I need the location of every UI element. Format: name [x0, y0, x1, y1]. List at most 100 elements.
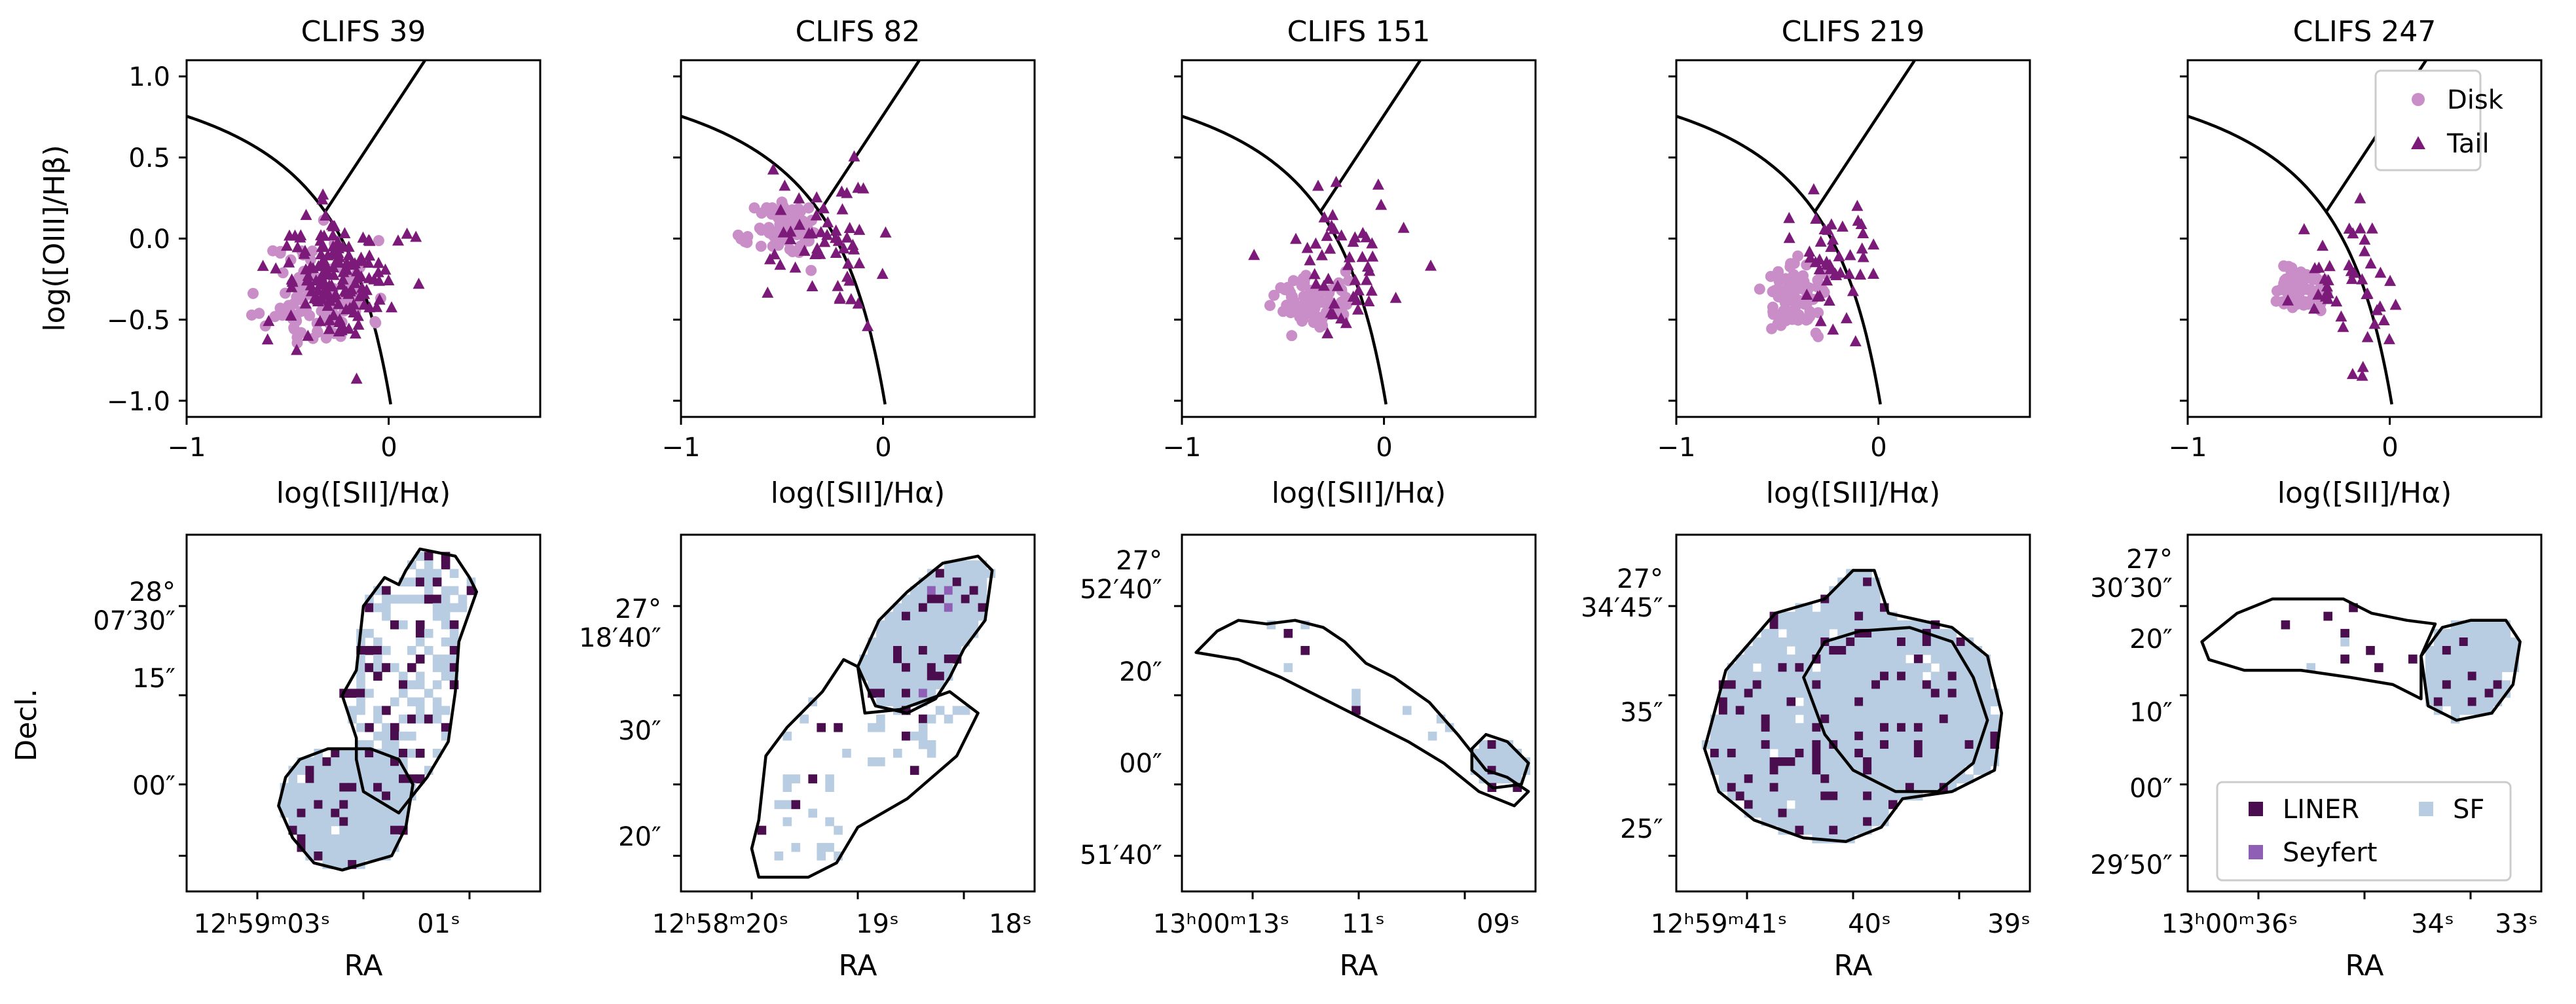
- sf-cell: [1778, 740, 1788, 749]
- sf-cell: [1479, 740, 1488, 749]
- sf-cell: [1837, 774, 1847, 783]
- sf-cell: [1820, 808, 1830, 818]
- sf-cell: [1803, 800, 1812, 810]
- sf-cell: [902, 680, 911, 690]
- tail-point: [2371, 304, 2383, 315]
- tail-point: [355, 255, 367, 266]
- sf-cell: [1504, 757, 1514, 766]
- disk-point: [1283, 302, 1295, 314]
- sf-cell: [944, 620, 953, 630]
- sf-cell: [449, 586, 459, 596]
- sf-cell: [1846, 749, 1855, 758]
- sf-cell: [902, 646, 911, 655]
- sf-cell: [458, 603, 468, 613]
- tail-point: [1836, 220, 1849, 232]
- sf-cell: [1769, 791, 1779, 801]
- tail-point: [775, 204, 787, 215]
- sf-cell: [1803, 723, 1812, 732]
- sf-cell: [1820, 603, 1830, 613]
- sf-cell: [1795, 783, 1804, 792]
- sf-cell: [1854, 586, 1864, 596]
- y-tick-label: 00″: [1119, 749, 1162, 779]
- sf-cell: [1964, 706, 1974, 715]
- sf-cell: [1897, 663, 1906, 672]
- tail-point: [784, 225, 797, 237]
- tail-point: [284, 229, 295, 241]
- sf-cell: [1863, 731, 1872, 741]
- sf-cell: [978, 594, 987, 604]
- sf-cell: [1913, 731, 1923, 741]
- tail-point: [762, 286, 774, 298]
- liner-cell: [365, 646, 374, 655]
- tail-point: [363, 234, 375, 245]
- sf-cell: [1939, 766, 1949, 775]
- x-axis-label: RA: [344, 949, 383, 982]
- liner-cell: [902, 731, 911, 741]
- sf-cell: [1871, 646, 1881, 655]
- tail-point: [401, 227, 413, 239]
- sf-cell: [399, 714, 408, 724]
- tail-point: [281, 240, 293, 251]
- sf-cell: [280, 800, 289, 810]
- tail-point: [392, 234, 404, 246]
- sf-cell: [2433, 654, 2443, 664]
- sf-cell: [2510, 637, 2520, 647]
- sf-cell: [1897, 654, 1906, 664]
- tail-point: [2361, 331, 2374, 342]
- sf-cell: [348, 706, 357, 715]
- axes-frame: [1181, 533, 1537, 893]
- sf-cell: [1795, 808, 1804, 818]
- sf-cell: [1871, 586, 1881, 596]
- sf-cell: [2450, 680, 2460, 690]
- sf-cell: [1718, 766, 1728, 775]
- sf-cell: [331, 852, 340, 861]
- sf-cell: [348, 842, 357, 852]
- disk-point: [2294, 286, 2306, 298]
- sf-cell: [1820, 672, 1830, 681]
- tail-point: [291, 241, 304, 253]
- y-tick-label: 29′50″: [2090, 850, 2173, 880]
- sf-cell: [1871, 689, 1881, 698]
- sf-cell: [2459, 697, 2469, 707]
- sf-cell: [876, 663, 885, 672]
- sf-cell: [1803, 611, 1812, 621]
- sf-cell: [1939, 654, 1949, 664]
- sf-cell: [1956, 706, 1966, 715]
- y-tick-label: 0.0: [128, 224, 170, 255]
- sf-cell: [1786, 808, 1796, 818]
- sf-cell: [1888, 757, 1898, 766]
- sf-cell: [1744, 672, 1754, 681]
- sf-cell: [1487, 749, 1497, 758]
- liner-cell: [1913, 740, 1923, 749]
- sf-cell: [910, 620, 919, 630]
- sf-cell: [1769, 672, 1779, 681]
- y-tick-label: 0.5: [128, 143, 170, 173]
- sf-cell: [1897, 757, 1906, 766]
- sf-cell: [1880, 697, 1889, 707]
- tail-point: [299, 297, 312, 309]
- sf-cell: [1913, 757, 1923, 766]
- sf-cell: [1863, 611, 1872, 621]
- tail-point: [879, 226, 892, 238]
- sf-cell: [356, 852, 365, 861]
- disk-point: [2311, 272, 2323, 284]
- sf-cell: [1956, 680, 1966, 690]
- sf-cell: [314, 783, 323, 792]
- sf-cell: [1752, 774, 1762, 783]
- tail-point: [1367, 250, 1379, 262]
- tail-point: [2389, 298, 2402, 310]
- tail-point: [315, 278, 327, 289]
- liner-cell: [449, 646, 459, 655]
- sf-cell: [382, 757, 391, 766]
- sf-cell: [1752, 783, 1762, 792]
- disk-point: [291, 331, 303, 343]
- sf-cell: [1786, 740, 1796, 749]
- disk-point: [2302, 272, 2313, 284]
- tail-point: [1347, 291, 1359, 302]
- sf-cell: [1854, 800, 1864, 810]
- sf-cell: [1880, 628, 1889, 638]
- sf-cell: [1871, 731, 1881, 741]
- sf-cell: [944, 594, 953, 604]
- tail-point: [832, 234, 845, 246]
- tail-point: [285, 309, 297, 321]
